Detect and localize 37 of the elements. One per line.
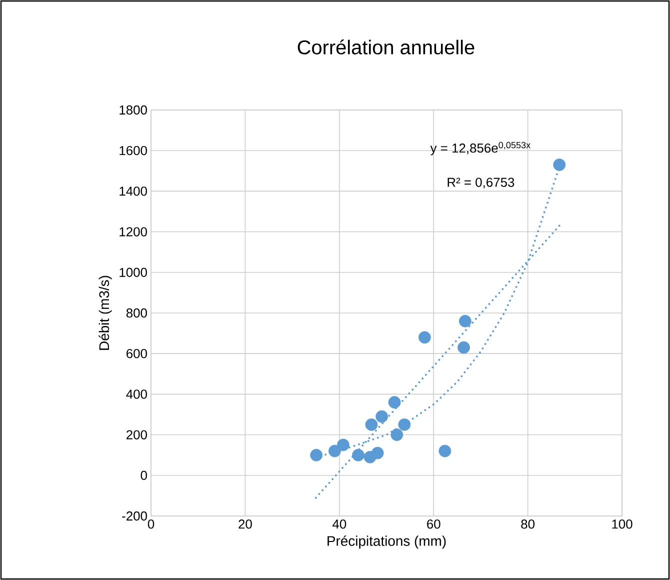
y-tick-label: 1200 bbox=[120, 227, 147, 236]
point bbox=[458, 314, 472, 328]
y-tick-label: 200 bbox=[126, 430, 147, 440]
point bbox=[310, 448, 323, 462]
point bbox=[328, 444, 341, 458]
y-tick-label: 1400 bbox=[120, 186, 147, 196]
x-tick-label: 100 bbox=[612, 520, 632, 529]
y-tick-label: 1000 bbox=[120, 268, 147, 277]
point bbox=[388, 396, 401, 409]
annotation: R² = 0,6753 bbox=[448, 178, 514, 188]
point bbox=[438, 444, 452, 458]
point bbox=[352, 448, 364, 462]
y-tick-label: 600 bbox=[126, 349, 147, 358]
y-tick-label: 800 bbox=[126, 308, 147, 318]
point bbox=[371, 446, 384, 460]
point bbox=[553, 158, 566, 171]
point bbox=[458, 341, 470, 354]
y-tick-label: 1600 bbox=[120, 146, 147, 156]
annotation: y = 12,856e$^{0,0553x}$ bbox=[430, 142, 531, 156]
y-tick-label: 0 bbox=[140, 470, 147, 480]
point bbox=[418, 331, 431, 344]
y-tick-label: 400 bbox=[126, 390, 147, 399]
y-tick-label: 1800 bbox=[120, 105, 147, 115]
chart-title: Corrélation annuelle bbox=[298, 40, 474, 54]
y-axis-title: Débit (m3/s) bbox=[98, 276, 112, 350]
x-axis-title: Précipitations (mm) bbox=[328, 536, 446, 549]
y-tick-label: -200 bbox=[122, 511, 147, 521]
x-tick-label: 20 bbox=[238, 520, 252, 529]
point bbox=[336, 438, 350, 452]
point bbox=[376, 410, 388, 423]
x-tick-label: 80 bbox=[521, 520, 535, 529]
point bbox=[390, 428, 404, 441]
point bbox=[365, 418, 378, 431]
x-tick-label: 40 bbox=[332, 520, 346, 529]
point bbox=[398, 418, 411, 431]
x-tick-label: 60 bbox=[427, 520, 440, 529]
x-tick-label: 0 bbox=[148, 520, 154, 529]
